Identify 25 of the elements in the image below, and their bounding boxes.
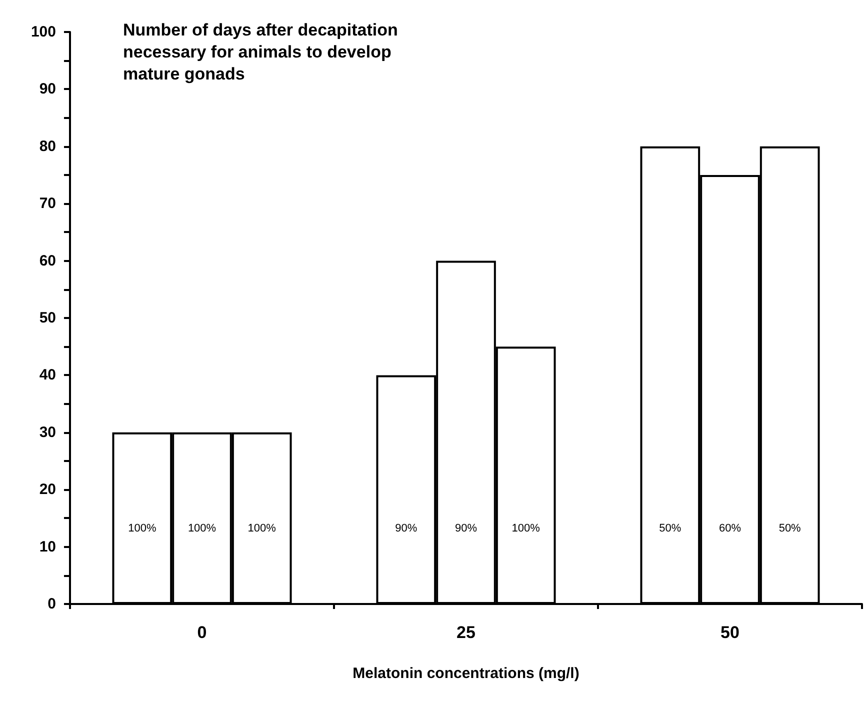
annotation: 50%: [659, 522, 682, 534]
y-tick-label: 50: [39, 310, 56, 326]
annotation: 90%: [454, 522, 478, 534]
y-tick-label: 10: [39, 538, 56, 556]
y-tick-label: 100: [30, 24, 56, 40]
x-tick-label: 25: [456, 623, 476, 642]
y-tick-label: 90: [39, 80, 56, 98]
annotation: 50%: [778, 522, 802, 534]
y-tick-label: 70: [39, 195, 56, 212]
y-tick-label: 60: [39, 252, 56, 270]
annotation: 100%: [128, 522, 156, 534]
text: Number of days after decapitation necessary for animals to develop mature gonads: [123, 20, 398, 84]
y-tick-label: 20: [39, 481, 56, 498]
x-tick-label: 50: [720, 623, 740, 642]
x-axis-title: Melatonin concentrations (mg/l): [352, 665, 580, 682]
annotation: 90%: [395, 522, 418, 534]
y-tick-label: 30: [39, 424, 56, 441]
y-tick-label: 40: [39, 366, 56, 384]
annotation: 100%: [248, 522, 276, 534]
annotation: 100%: [512, 522, 540, 534]
y-tick-label: 80: [39, 138, 56, 155]
y-tick-label: 0: [48, 596, 56, 612]
annotation: 100%: [188, 522, 216, 534]
x-tick-label: 0: [197, 623, 207, 642]
annotation: 60%: [718, 522, 742, 534]
